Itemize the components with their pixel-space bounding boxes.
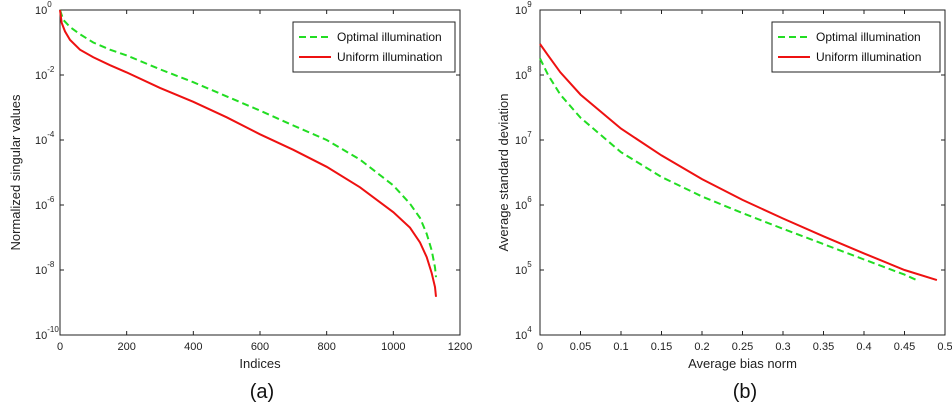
y-tick-label: 100 [35, 0, 52, 17]
x-axis-label: Indices [239, 356, 281, 371]
x-axis-label: Average bias norm [688, 356, 797, 371]
x-tick-label: 0.4 [856, 341, 871, 353]
y-tick-label: 108 [515, 65, 532, 82]
x-tick-label: 0.2 [694, 341, 709, 353]
legend-box [771, 21, 941, 73]
y-tick-label: 109 [515, 0, 532, 17]
legend-label-optimal: Optimal illumination [337, 30, 442, 44]
panel-label: (b) [733, 381, 757, 403]
legend: Optimal illumination Uniform illumination [771, 21, 941, 73]
x-tick-label: 0 [57, 341, 63, 353]
x-tick-label: 200 [117, 341, 135, 353]
y-tick-label: 10-8 [35, 260, 55, 277]
y-tick-label: 10-2 [35, 65, 55, 82]
x-tick-label: 0.35 [813, 341, 834, 353]
x-tick-label: 1000 [381, 341, 405, 353]
legend-label-optimal: Optimal illumination [816, 30, 921, 44]
x-tick-label: 0.3 [775, 341, 790, 353]
series-line-uniform [59, 9, 437, 297]
y-tick-label: 10-6 [35, 195, 55, 212]
x-tick-label: 0.1 [613, 341, 628, 353]
panel-label: (a) [250, 381, 274, 403]
y-axis-label: Average standard deviation [496, 93, 511, 251]
y-tick-label: 104 [515, 325, 532, 342]
x-tick-label: 800 [317, 341, 335, 353]
x-tick-label: 0.25 [732, 341, 753, 353]
y-tick-label: 107 [515, 130, 532, 147]
legend-box [292, 21, 456, 73]
y-tick-label: 10-10 [35, 325, 59, 342]
x-tick-label: 0.5 [937, 341, 952, 353]
x-tick-label: 400 [184, 341, 202, 353]
x-tick-label: 0.45 [894, 341, 915, 353]
y-tick-label: 106 [515, 195, 532, 212]
y-tick-label: 10-4 [35, 130, 55, 147]
x-tick-label: 0.05 [570, 341, 591, 353]
legend-label-uniform: Uniform illumination [816, 50, 921, 64]
x-tick-label: 0.15 [651, 341, 672, 353]
legend-label-uniform: Uniform illumination [337, 50, 442, 64]
y-tick-label: 105 [515, 260, 532, 277]
x-tick-label: 1200 [448, 341, 472, 353]
series-line-uniform [539, 43, 938, 282]
series-line-optimal [59, 9, 437, 278]
chart-panel-b: 0 0.05 0.1 0.15 0.2 0.25 0.3 0.35 0.4 0.45 0.5 104 1… [496, 0, 952, 403]
series-line-optimal [539, 57, 918, 282]
y-axis-label: Normalized singular values [8, 94, 23, 251]
chart-panel-a: 0 200 400 600 800 1000 1200 10-10 10-8 10-6 10-4 10… [8, 0, 472, 403]
legend: Optimal illumination Uniform illumination [292, 21, 456, 73]
x-tick-label: 0 [537, 341, 543, 353]
x-tick-label: 600 [251, 341, 269, 353]
